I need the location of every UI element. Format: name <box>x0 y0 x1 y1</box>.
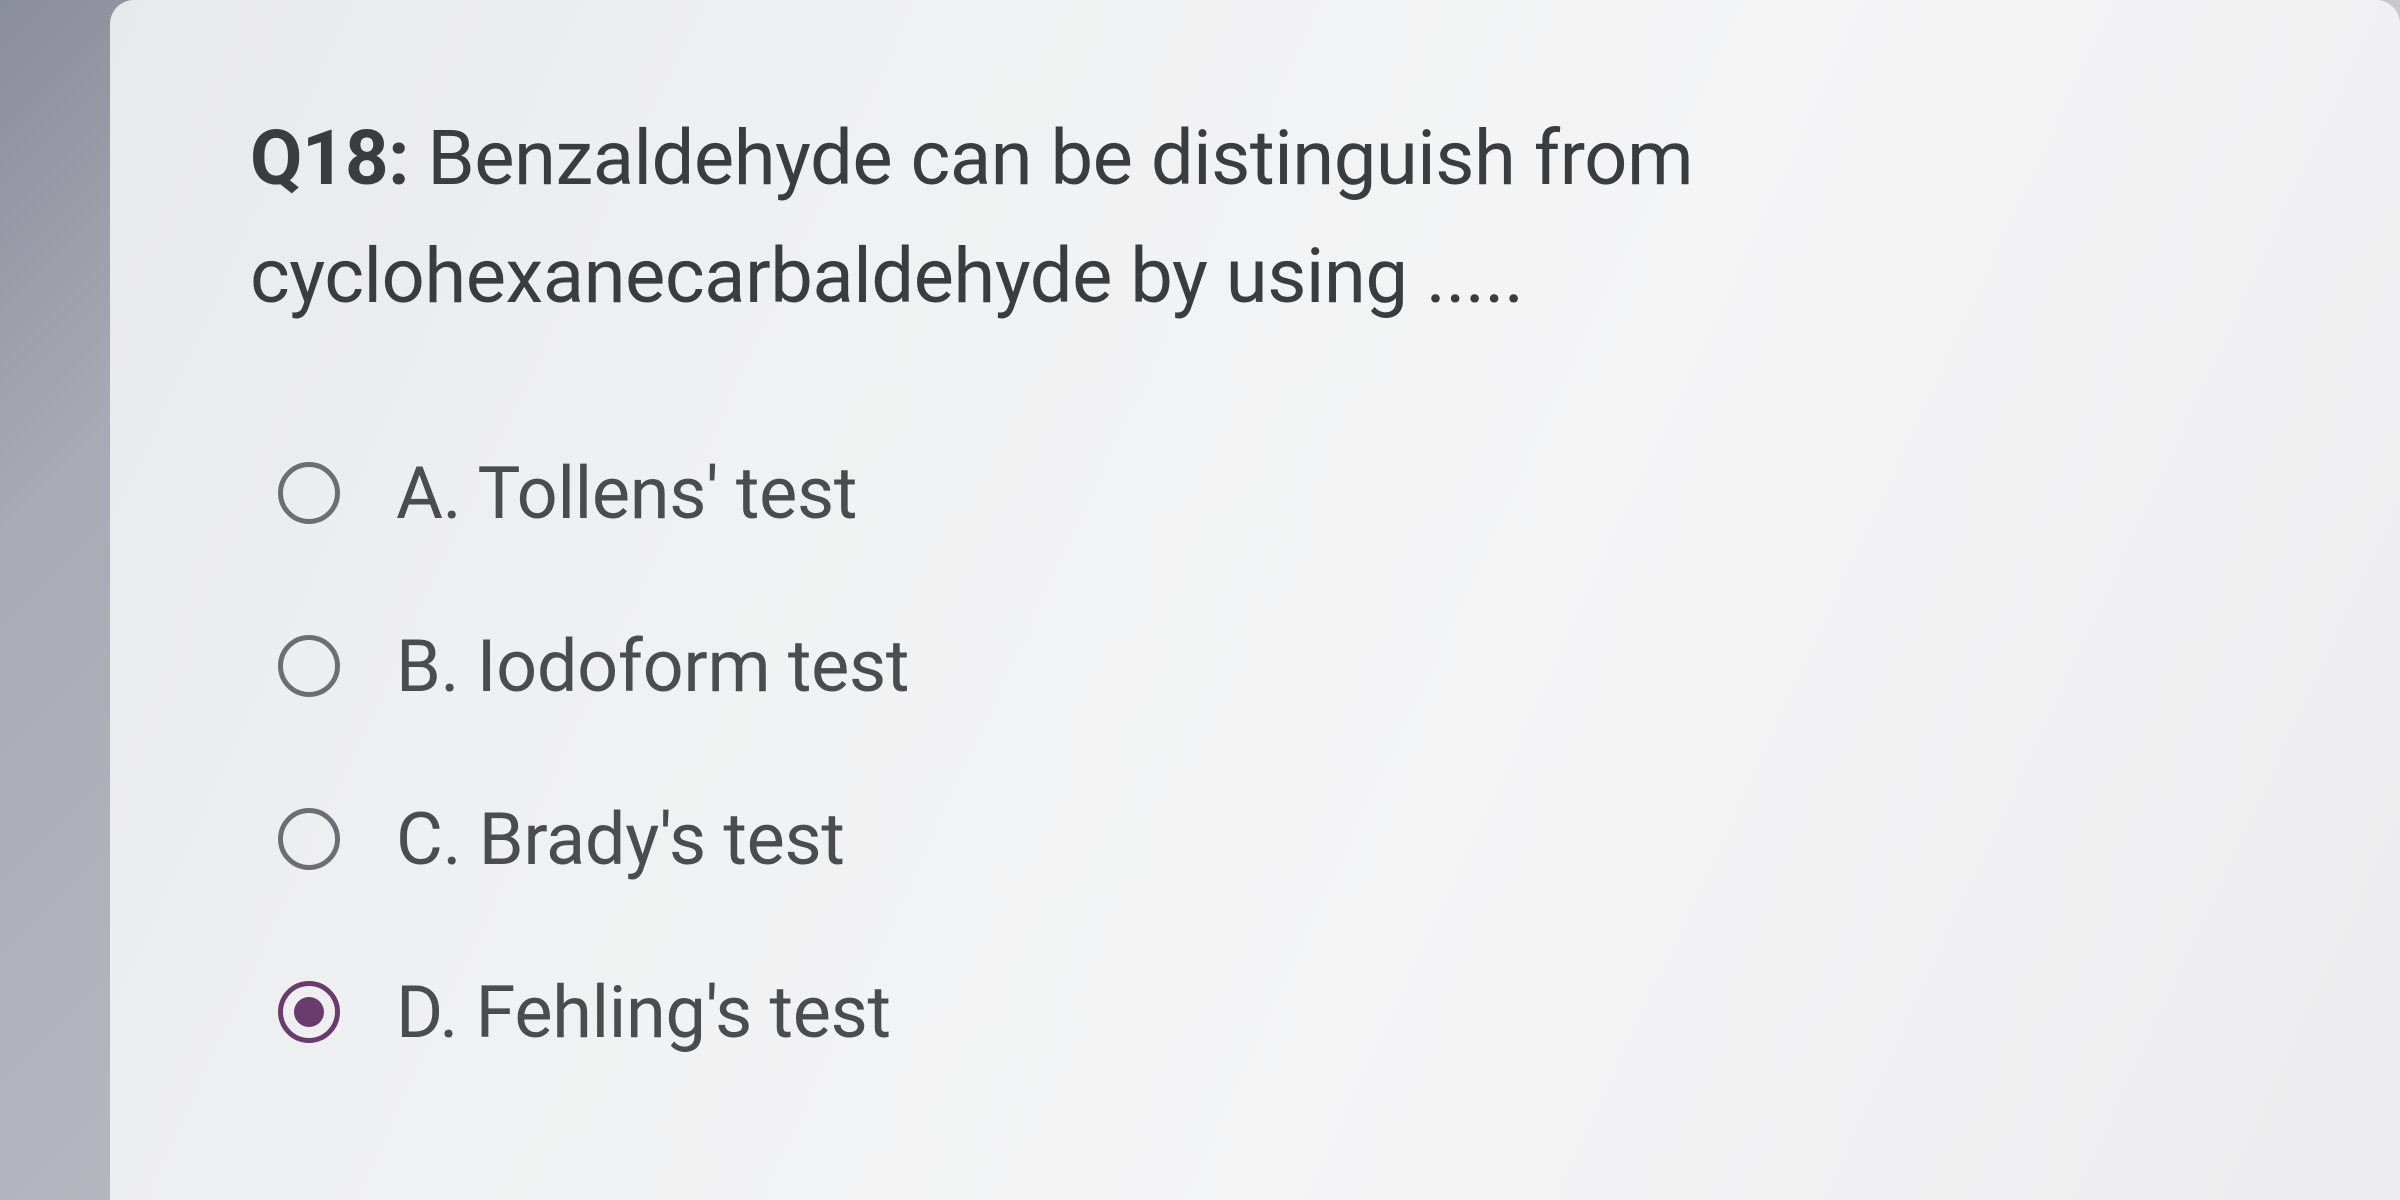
option-d[interactable]: D. Fehling's test <box>278 970 2280 1055</box>
radio-dot-icon <box>294 997 324 1027</box>
radio-c[interactable] <box>278 808 340 870</box>
question-card: Q18: Benzaldehyde can be distinguish fro… <box>110 0 2400 1200</box>
radio-d[interactable] <box>278 981 340 1043</box>
option-c[interactable]: C. Brady's test <box>278 797 2280 882</box>
option-b[interactable]: B. Iodoform test <box>278 624 2280 709</box>
question-text: Q18: Benzaldehyde can be distinguish fro… <box>250 100 2280 336</box>
radio-b[interactable] <box>278 635 340 697</box>
question-body: Benzaldehyde can be distinguish from cyc… <box>250 113 1693 321</box>
option-label-d: D. Fehling's test <box>396 970 891 1055</box>
option-label-b: B. Iodoform test <box>396 624 909 709</box>
question-number: Q18: <box>250 113 409 203</box>
option-label-a: A. Tollens' test <box>396 451 857 536</box>
options-list: A. Tollens' test B. Iodoform test C. Bra… <box>250 451 2280 1055</box>
radio-a[interactable] <box>278 462 340 524</box>
option-a[interactable]: A. Tollens' test <box>278 451 2280 536</box>
option-label-c: C. Brady's test <box>396 797 845 882</box>
